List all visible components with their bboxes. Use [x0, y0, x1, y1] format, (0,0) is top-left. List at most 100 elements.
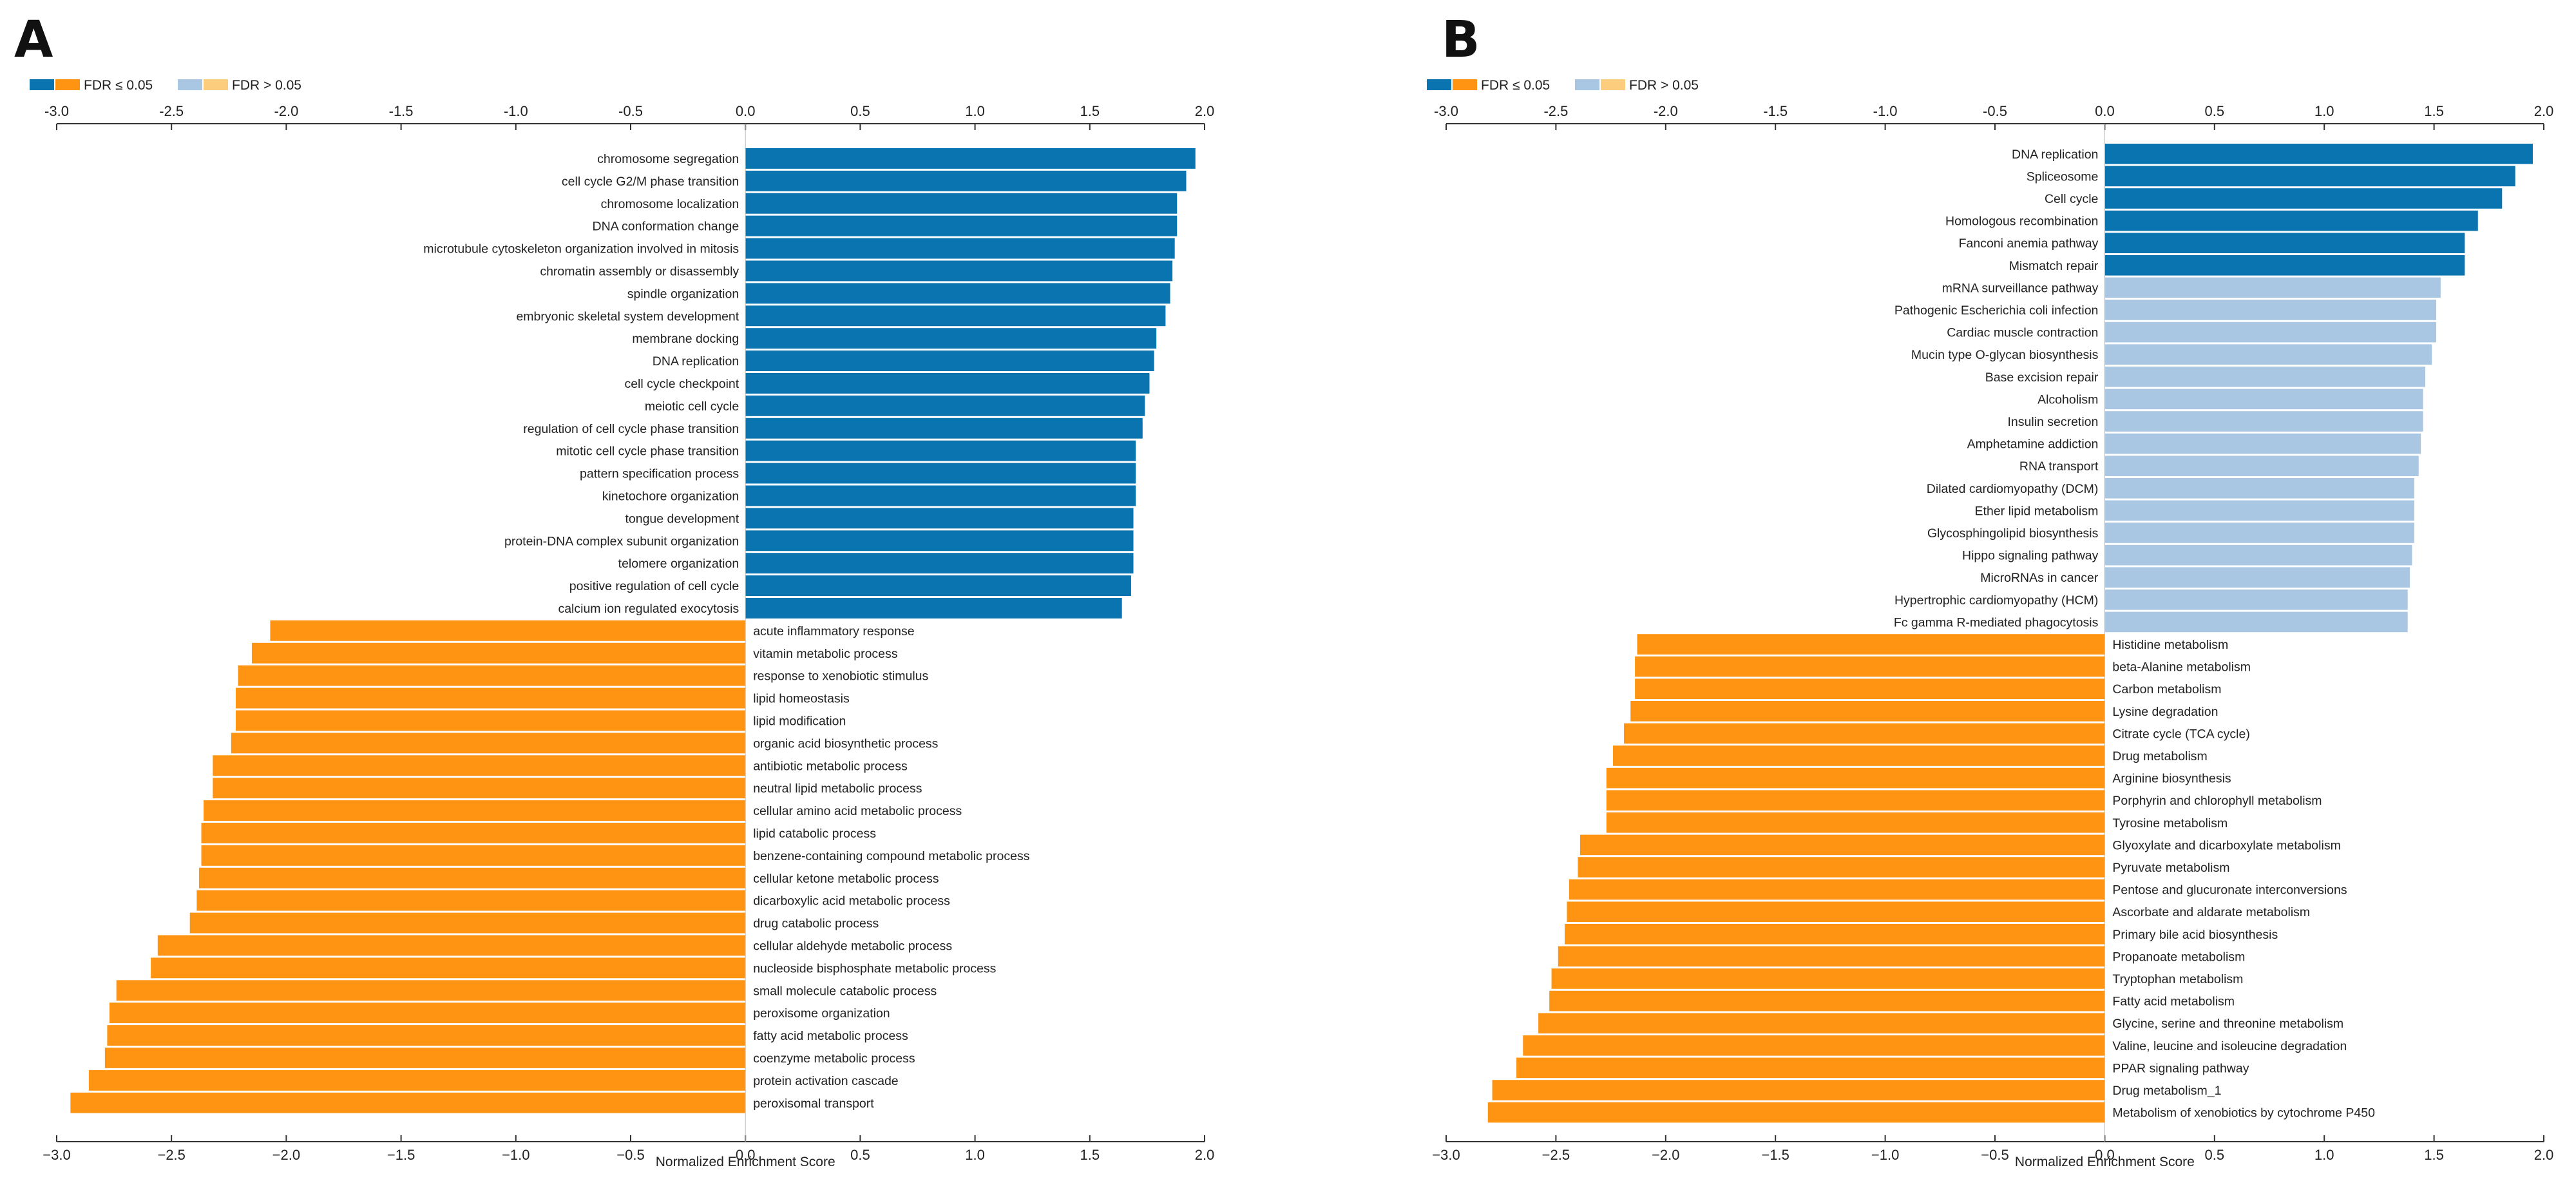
bar-negative — [1565, 924, 2105, 945]
bar-negative — [1558, 946, 2105, 967]
bottom-tick-label: 2.0 — [1195, 1147, 1215, 1163]
category-label: Hypertrophic cardiomyopathy (HCM) — [1894, 593, 2098, 608]
bottom-tick-label: −2.0 — [272, 1147, 300, 1163]
category-label: Spliceosome — [2027, 169, 2099, 184]
category-label: Ether lipid metabolism — [1975, 504, 2099, 518]
category-label: kinetochore organization — [602, 489, 739, 503]
category-label: Mucin type O-glycan biosynthesis — [1911, 348, 2099, 362]
top-axis: -3.0 -2.5 -2.0 -1.5 -1.0 -0.5 0.0 0.5 1.0 1.5 2.0 — [44, 103, 1214, 130]
category-label: Pathogenic Escherichia coli infection — [1894, 303, 2099, 318]
bar-negative — [116, 980, 746, 1001]
category-label: Cardiac muscle contraction — [1947, 326, 2098, 340]
category-label: Glyoxylate and dicarboxylate metabolism — [2112, 838, 2340, 852]
category-label: Mismatch repair — [2009, 259, 2099, 273]
category-label: Valine, leucine and isoleucine degradati… — [2112, 1039, 2347, 1053]
legend-swatch — [1453, 79, 1477, 90]
bars — [70, 148, 1196, 1113]
category-label: Amphetamine addiction — [1967, 437, 2099, 452]
bottom-tick-label: 2.0 — [2534, 1147, 2554, 1163]
top-tick-label: 0.5 — [850, 103, 870, 119]
bar-positive — [2104, 144, 2533, 164]
bottom-axis: −3.0 −2.5 −2.0 −1.5 −1.0 −0.5 0.0 0.5 1.0 1.5 2.0 N… — [1432, 1135, 2553, 1169]
bar-negative — [151, 957, 746, 979]
legend-swatch — [178, 79, 202, 90]
bar-negative — [88, 1070, 746, 1091]
bottom-tick-label: −1.0 — [502, 1147, 530, 1163]
bar-positive — [2104, 166, 2515, 187]
bar-positive — [745, 373, 1150, 394]
bar-negative — [104, 1048, 746, 1068]
top-tick-label: 1.5 — [1080, 103, 1100, 119]
category-label: mitotic cell cycle phase transition — [556, 445, 739, 459]
category-label: peroxisome organization — [753, 1006, 890, 1021]
category-label: Base excision repair — [1985, 370, 2099, 385]
bar-positive — [745, 148, 1196, 169]
bar-positive — [2104, 344, 2432, 365]
top-tick-label: -2.5 — [1543, 103, 1568, 119]
bottom-tick-label: −1.0 — [1871, 1147, 1899, 1163]
bar-negative — [235, 710, 746, 731]
top-tick-label: -0.5 — [1983, 103, 2007, 119]
bar-positive — [745, 305, 1166, 327]
category-label: DNA replication — [653, 354, 739, 369]
category-label: organic acid biosynthetic process — [753, 736, 938, 751]
panel-label-b: B — [1442, 11, 1480, 69]
category-label: Homologous recombination — [1945, 215, 2098, 229]
legend: FDR ≤ 0.05 FDR > 0.05 — [1427, 78, 1699, 93]
top-tick-label: 1.5 — [2424, 103, 2444, 119]
bar-negative — [1606, 790, 2105, 811]
category-label: Arginine biosynthesis — [2112, 772, 2231, 786]
bar-negative — [1549, 990, 2105, 1012]
bar-negative — [1516, 1057, 2105, 1079]
bar-negative — [1630, 701, 2105, 722]
bar-positive — [745, 238, 1175, 259]
top-tick-label: 0.0 — [736, 103, 756, 119]
bar-positive — [745, 598, 1122, 619]
bottom-tick-label: −2.0 — [1652, 1147, 1679, 1163]
category-label: Fatty acid metabolism — [2112, 995, 2235, 1009]
top-tick-label: -1.0 — [504, 103, 528, 119]
legend-label: FDR > 0.05 — [232, 78, 301, 93]
bar-positive — [2104, 300, 2437, 320]
category-label: cellular aldehyde metabolic process — [753, 939, 952, 953]
category-label: Fanconi anemia pathway — [1959, 236, 2099, 251]
legend-label: FDR > 0.05 — [1629, 78, 1699, 93]
category-label: DNA replication — [2012, 148, 2098, 162]
bar-negative — [231, 733, 746, 754]
bar-negative — [201, 823, 746, 843]
category-label: coenzyme metabolic process — [753, 1051, 915, 1066]
bar-negative — [251, 642, 746, 664]
bar-positive — [2104, 478, 2414, 499]
bottom-tick-label: −3.0 — [1432, 1147, 1460, 1163]
bar-positive — [2104, 590, 2408, 610]
bar-negative — [1606, 767, 2105, 789]
category-label: drug catabolic process — [753, 917, 879, 931]
bar-positive — [745, 508, 1134, 529]
bottom-tick-label: −1.5 — [387, 1147, 415, 1163]
bar-positive — [2104, 188, 2503, 209]
bar-positive — [2104, 544, 2412, 566]
legend-label: FDR ≤ 0.05 — [84, 78, 153, 93]
top-tick-label: 1.0 — [2314, 103, 2334, 119]
category-label: regulation of cell cycle phase transitio… — [523, 422, 739, 436]
bottom-tick-label: 0.5 — [2205, 1147, 2225, 1163]
top-tick-label: 2.0 — [1195, 103, 1215, 119]
bar-negative — [1578, 857, 2105, 878]
bottom-tick-label: 1.5 — [2424, 1147, 2444, 1163]
bar-negative — [1635, 656, 2105, 677]
category-label: Pyruvate metabolism — [2112, 861, 2229, 875]
legend-swatch — [204, 79, 228, 90]
bar-positive — [2104, 500, 2414, 521]
category-label: membrane docking — [632, 332, 739, 346]
bar-negative — [1523, 1035, 2105, 1056]
bar-negative — [70, 1092, 746, 1113]
top-tick-label: -3.0 — [1434, 103, 1458, 119]
category-label: microtubule cytoskeleton organization in… — [423, 242, 739, 256]
bar-positive — [745, 395, 1145, 416]
panel-b-chart: FDR ≤ 0.05 FDR > 0.05 -3.0 -2.5 -2.0 -1.5 -1.0… — [1427, 78, 2553, 1169]
bar-negative — [213, 755, 746, 776]
bar-positive — [2104, 567, 2410, 588]
top-tick-label: -0.5 — [618, 103, 643, 119]
bar-negative — [1624, 723, 2105, 744]
